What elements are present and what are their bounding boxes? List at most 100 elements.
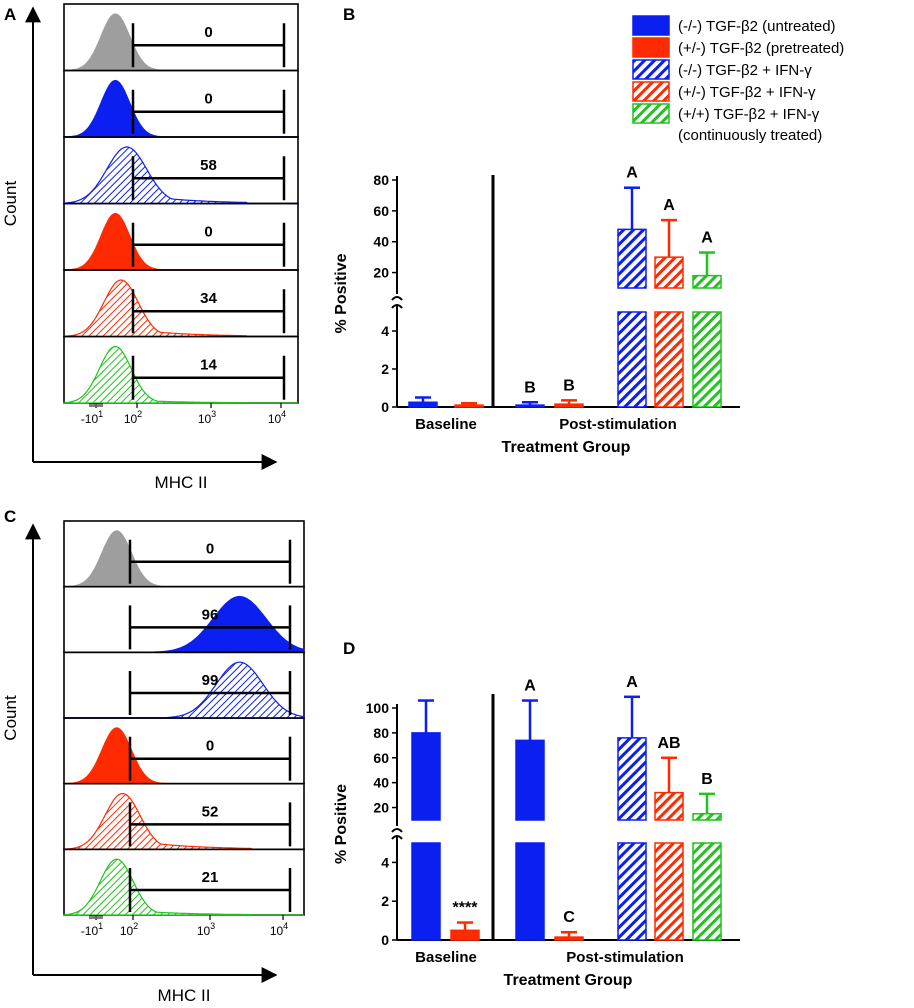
y-axis-label: % Positive [333, 784, 350, 864]
significance-letter: A [626, 674, 638, 691]
axis-break-mark [391, 296, 403, 301]
x-tick-label: 103 [198, 409, 216, 426]
y-tick-label: 60 [373, 203, 389, 219]
bar [617, 228, 647, 289]
bar [450, 929, 480, 941]
y-tick-label: 20 [373, 265, 389, 281]
significance-letter: B [701, 771, 713, 788]
gate-value: 34 [200, 290, 217, 307]
significance-letter: A [524, 678, 536, 695]
x-tick-label: 102 [120, 921, 138, 938]
y-axis-label: Count [1, 695, 20, 741]
y-tick-label: 4 [381, 854, 389, 870]
significance-letter: C [563, 909, 575, 926]
gate-value: 58 [200, 157, 217, 174]
x-tick-exponent: 2 [137, 409, 142, 419]
y-axis-label: % Positive [333, 253, 350, 333]
bar [692, 274, 722, 289]
group-label-baseline: Baseline [415, 949, 477, 966]
gate-value: 99 [202, 672, 219, 689]
bar [554, 403, 584, 408]
x-tick-exponent: 1 [98, 921, 103, 931]
x-tick-base: 10 [120, 924, 134, 938]
bar [454, 404, 484, 408]
x-tick-label: 104 [268, 409, 286, 426]
gate-value: 52 [202, 803, 219, 820]
histogram-curve [63, 146, 298, 205]
y-tick-label: 20 [373, 800, 389, 816]
x-axis-label: MHC II [155, 473, 208, 492]
bar-lower-segment [617, 842, 647, 941]
bar-chart-panel-d: 20 40 60 80 100 0 2 4 % Positive Baseline Post-sti… [333, 674, 740, 989]
gate-value: 0 [204, 24, 212, 41]
histogram-curve [63, 345, 298, 404]
x-tick-exponent: 4 [281, 409, 286, 419]
x-tick-base: 10 [268, 412, 282, 426]
legend-swatch [632, 81, 670, 102]
x-axis-title: Treatment Group [502, 439, 631, 456]
y-tick-label: 2 [381, 361, 389, 377]
x-tick-exponent: 1 [98, 409, 103, 419]
histogram-curve [63, 13, 298, 72]
legend-label: (+/-) TGF-β2 + IFN-γ [678, 84, 816, 101]
x-tick-label: 102 [124, 409, 142, 426]
y-axis-label: Count [1, 181, 20, 227]
histogram-curve [63, 79, 298, 138]
legend-label: (+/+) TGF-β2 + IFN-γ [678, 106, 820, 123]
y-tick-label: 2 [381, 893, 389, 909]
legend: (-/-) TGF-β2 (untreated) (+/-) TGF-β2 (pr… [632, 15, 844, 144]
group-label-baseline: Baseline [415, 416, 477, 433]
histogram-curve [63, 727, 305, 785]
x-tick-exponent: 4 [283, 921, 288, 931]
legend-swatch [632, 15, 670, 36]
x-tick-label: 103 [197, 921, 215, 938]
x-axis-label: MHC II [158, 986, 211, 1005]
significance-letter: AB [657, 735, 680, 752]
y-tick-label: 80 [373, 725, 389, 741]
bar-lower-segment [692, 311, 722, 408]
legend-swatch [632, 59, 670, 80]
histogram-curve [63, 530, 305, 588]
panel-label-d: D [343, 639, 355, 658]
gate-value: 14 [200, 357, 217, 374]
x-axis-title: Treatment Group [504, 972, 633, 989]
bar-lower-segment [515, 842, 545, 941]
histogram-curve [63, 279, 298, 338]
x-tick-label: 104 [270, 921, 288, 938]
legend-swatch [632, 103, 670, 124]
y-tick-label: 40 [373, 775, 389, 791]
x-tick-base: -10 [81, 412, 99, 426]
gate-value: 0 [204, 224, 212, 241]
x-tick-label: -101 [81, 409, 103, 426]
y-tick-label: 0 [381, 399, 389, 415]
panel-label-a: A [4, 5, 16, 24]
significance-letter: **** [453, 900, 479, 917]
significance-letter: A [663, 197, 675, 214]
bar [554, 936, 584, 941]
y-tick-label: 0 [381, 932, 389, 948]
x-tick-base: -10 [81, 924, 99, 938]
y-tick-label: 60 [373, 750, 389, 766]
bar [692, 813, 722, 821]
x-tick-exponent: 2 [133, 921, 138, 931]
panel-label-b: B [343, 5, 355, 24]
bar [654, 256, 684, 289]
legend-label: (+/-) TGF-β2 (pretreated) [678, 40, 844, 57]
legend-label: (-/-) TGF-β2 + IFN-γ [678, 62, 812, 79]
legend-label: (-/-) TGF-β2 (untreated) [678, 18, 836, 35]
gate-value: 21 [202, 869, 219, 886]
bar [617, 737, 647, 821]
bar [411, 732, 441, 821]
bar [515, 404, 545, 408]
bar [654, 791, 684, 821]
bar-lower-segment [654, 311, 684, 408]
significance-letter: A [626, 165, 638, 182]
x-tick-base: 10 [197, 924, 211, 938]
bar-lower-segment [411, 842, 441, 941]
gate-value: 0 [204, 91, 212, 108]
histogram-curve [63, 792, 305, 850]
bar-chart-panel-b: 20 40 60 80 0 2 4 % Positive Baseline Post-stimul… [333, 165, 740, 456]
panel-label-c: C [4, 507, 16, 526]
x-tick-exponent: 3 [210, 921, 215, 931]
